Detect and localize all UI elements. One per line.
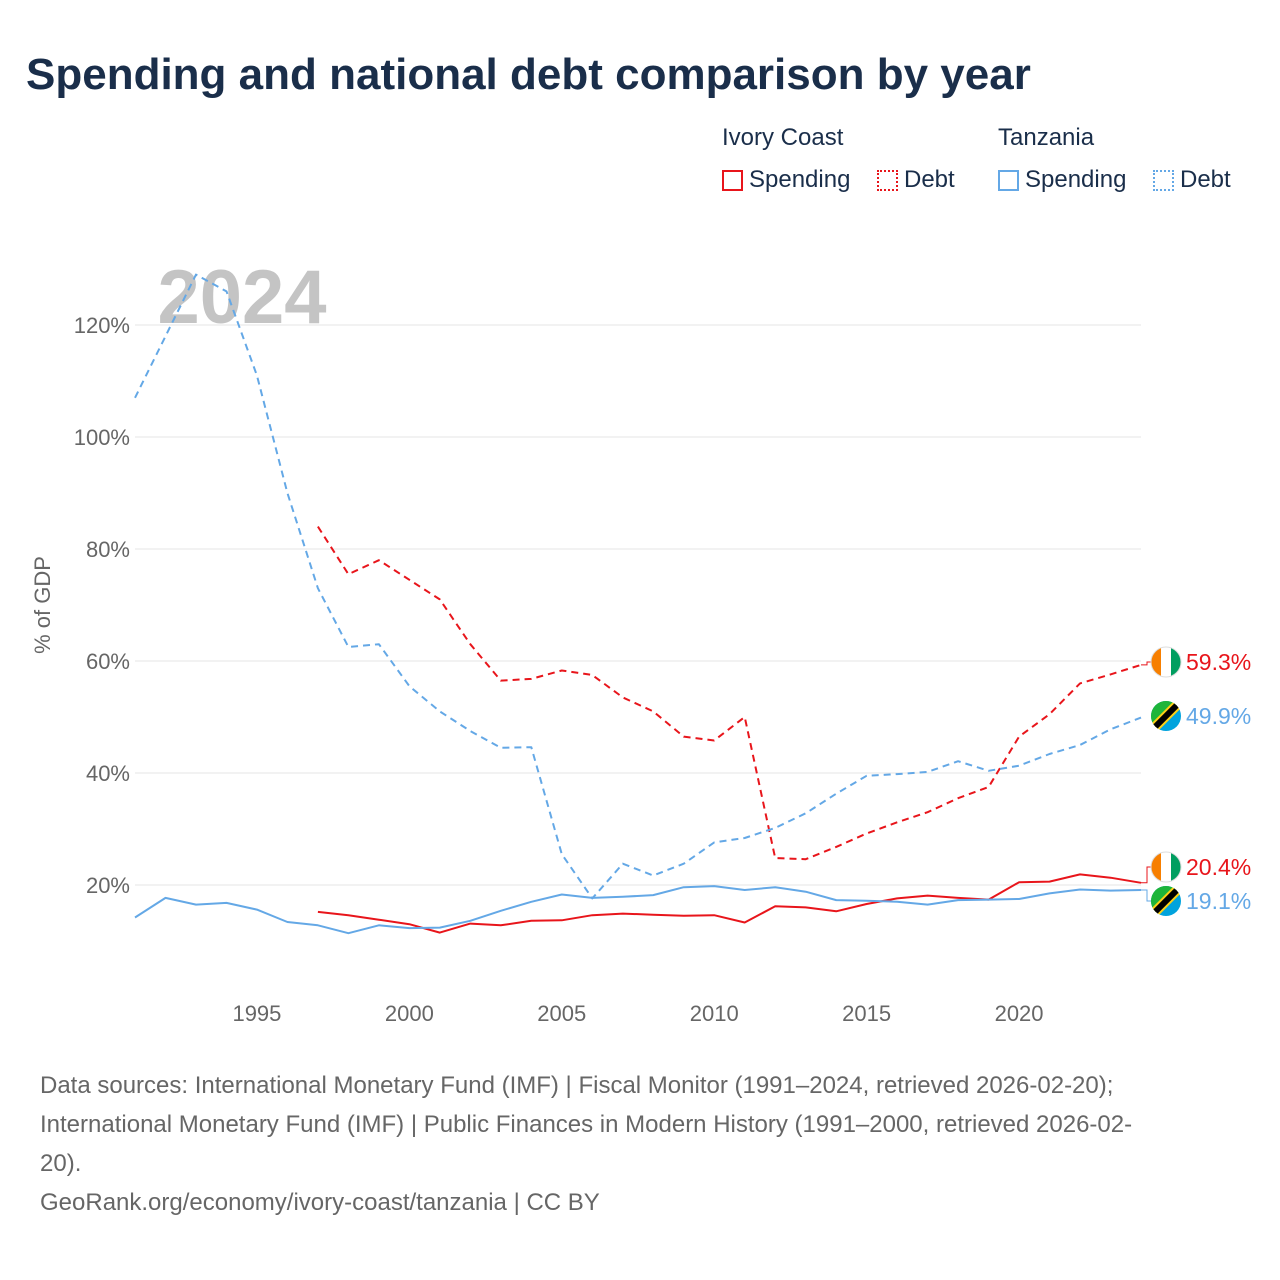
ivory-coast-debt-line — [317, 526, 1142, 861]
flag-stripe — [1161, 647, 1171, 677]
flag-stripe — [1151, 852, 1161, 882]
x-tick-label: 1995 — [232, 1001, 281, 1026]
end-value-label: 59.3% — [1186, 649, 1251, 675]
legend-swatch-dotted-icon — [877, 169, 898, 191]
x-tick-label: 2020 — [995, 1001, 1044, 1026]
ivory-coast-flag-icon — [1150, 851, 1182, 883]
ivory-coast-flag-icon — [1150, 646, 1182, 678]
page-title: Spending and national debt comparison by… — [26, 50, 1031, 99]
flag-stripe — [1171, 647, 1181, 677]
label-connector — [1141, 889, 1151, 902]
x-tick-label: 2005 — [537, 1001, 586, 1026]
x-tick-label: 2015 — [842, 1001, 891, 1026]
y-tick-label: 60% — [86, 649, 130, 674]
y-tick-label: 20% — [86, 873, 130, 898]
sources-footer: Data sources: International Monetary Fun… — [40, 1066, 1240, 1222]
source-line: International Monetary Fund (IMF) | Publ… — [40, 1111, 1133, 1138]
tanzania-spending-line — [134, 885, 1142, 935]
flag-stripe — [1161, 852, 1171, 882]
legend-item-ivory-coast-spending[interactable]: Spending — [722, 166, 850, 194]
y-axis-label: % of GDP — [30, 556, 55, 654]
flag-stripe — [1151, 886, 1181, 916]
legend-item-tanzania-debt[interactable]: Debt — [1153, 166, 1231, 194]
tanzania-flag-icon — [1151, 886, 1181, 916]
source-line: Data sources: International Monetary Fun… — [40, 1072, 1114, 1099]
ivory-coast-spending-line — [317, 873, 1142, 934]
end-value-label: 49.9% — [1186, 703, 1251, 729]
attribution-link[interactable]: GeoRank.org/economy/ivory-coast/tanzania… — [40, 1189, 600, 1216]
tanzania-flag-icon — [1151, 701, 1181, 731]
y-tick-label: 40% — [86, 761, 130, 786]
end-value-label: 19.1% — [1186, 888, 1251, 914]
label-connector — [1141, 866, 1151, 884]
y-tick-label: 120% — [74, 313, 130, 338]
legend-swatch-solid-icon — [722, 169, 743, 191]
legend-swatch-dotted-icon — [1153, 169, 1174, 191]
label-connector — [1141, 661, 1151, 666]
x-tick-label: 2000 — [385, 1001, 434, 1026]
source-line: 20). — [40, 1150, 82, 1177]
flag-stripe — [1171, 852, 1181, 882]
flag-stripe — [1151, 701, 1181, 731]
x-tick-label: 2010 — [690, 1001, 739, 1026]
y-tick-label: 100% — [74, 425, 130, 450]
legend-label: Spending — [1025, 166, 1127, 193]
legend-group-tanzania: Tanzania — [998, 124, 1095, 151]
line-chart: 2024 % of GDP 20% 40% 60% 80% 100% 120% 1995 2… — [30, 255, 1251, 1026]
legend-label: Debt — [1180, 166, 1231, 193]
end-value-label: 20.4% — [1186, 854, 1251, 880]
year-watermark: 2024 — [157, 255, 326, 340]
legend-label: Debt — [904, 166, 955, 193]
flag-stripe — [1151, 647, 1161, 677]
flag-border — [1150, 646, 1182, 678]
legend-item-tanzania-spending[interactable]: Spending — [998, 166, 1126, 194]
legend-item-ivory-coast-debt[interactable]: Debt — [877, 166, 955, 194]
y-tick-label: 80% — [86, 537, 130, 562]
legend-swatch-solid-icon — [998, 169, 1019, 191]
legend-group-ivory-coast: Ivory Coast — [722, 124, 844, 151]
tanzania-debt-line — [134, 273, 1142, 900]
flag-border — [1150, 851, 1182, 883]
legend-label: Spending — [749, 166, 851, 193]
